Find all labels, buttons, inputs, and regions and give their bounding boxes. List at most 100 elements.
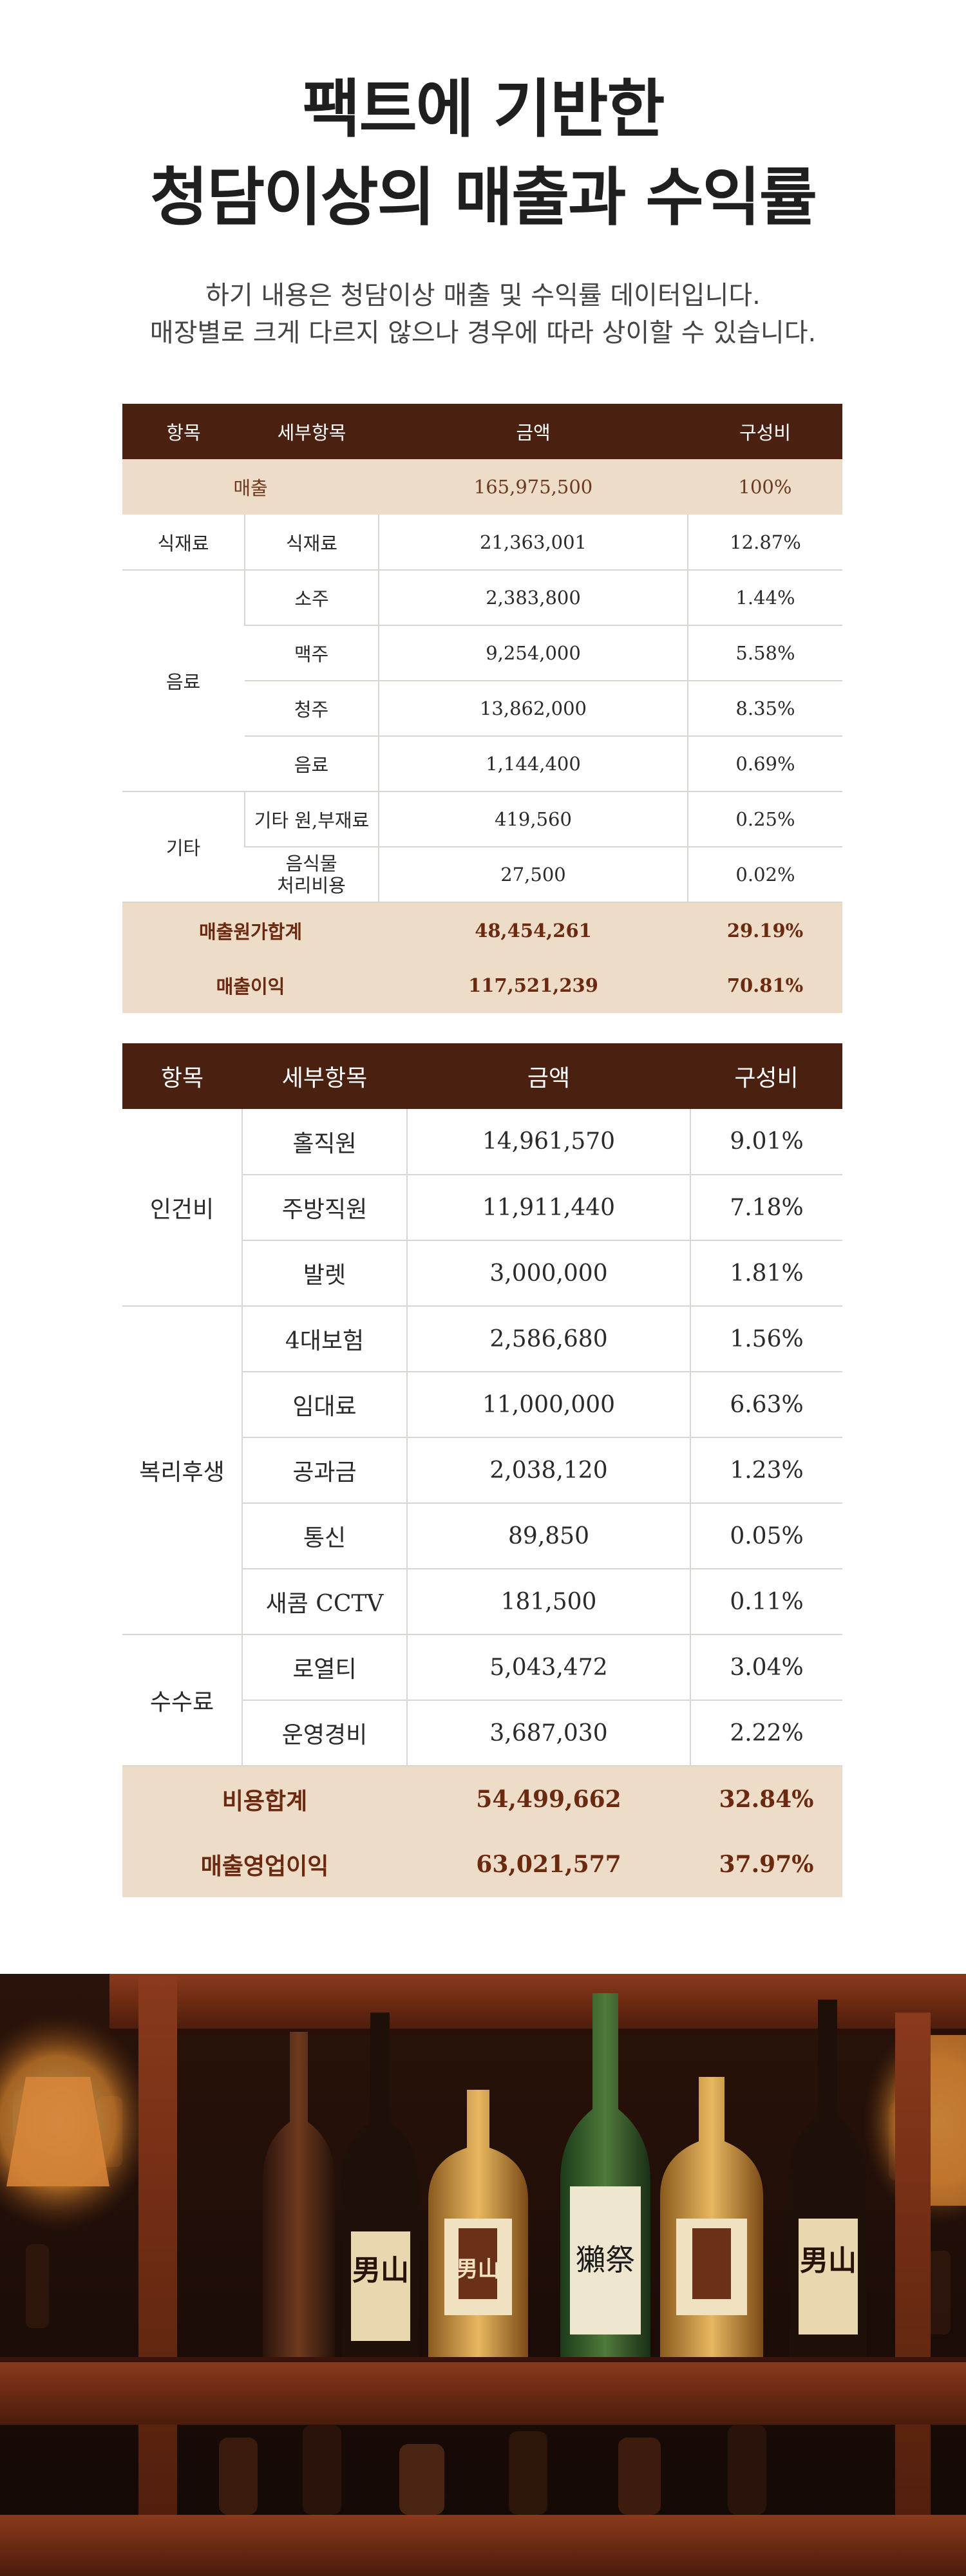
row-ratio: 5.58% bbox=[687, 625, 842, 681]
header-amount: 금액 bbox=[379, 404, 688, 459]
bottle-label-text: 獺祭 bbox=[576, 2242, 635, 2277]
row-ratio: 1.44% bbox=[687, 570, 842, 626]
group-label-welfare: 복리후생 bbox=[122, 1306, 242, 1635]
row-amount: 11,911,440 bbox=[406, 1175, 690, 1241]
table-row: 운영경비 3,687,030 2.22% bbox=[122, 1700, 842, 1766]
expense-table: 항목 세부항목 금액 구성비 인건비 홀직원 14,961,570 9.01% … bbox=[122, 1043, 842, 1897]
row-amount: 27,500 bbox=[378, 847, 688, 903]
row-item: 임대료 bbox=[242, 1372, 407, 1438]
expense-total-label: 비용합계 bbox=[122, 1766, 407, 1832]
wooden-shelf bbox=[0, 1974, 966, 2576]
table-row: 통신 89,850 0.05% bbox=[122, 1503, 842, 1569]
gross-profit-row: 매출이익 117,521,239 70.81% bbox=[122, 958, 842, 1013]
gross-profit-amount: 117,521,239 bbox=[379, 958, 688, 1013]
bottle-label-text: 男山 bbox=[456, 2257, 500, 2282]
intro-text-line1: 하기 내용은 청담이상 매출 및 수익률 데이터입니다. bbox=[205, 281, 761, 310]
row-item: 음식물 처리비용 bbox=[245, 847, 379, 903]
row-item: 소주 bbox=[244, 570, 379, 626]
operating-profit-label: 매출영업이익 bbox=[122, 1832, 407, 1897]
intro-text-line2: 매장별로 크게 다르지 않으나 경우에 따라 상이할 수 있습니다. bbox=[149, 318, 817, 348]
table-row: 수수료 로열티 5,043,472 3.04% bbox=[122, 1634, 842, 1766]
table-row: 복리후생 4대보험 2,586,680 1.56% bbox=[122, 1306, 842, 1635]
sales-cost-table: 항목 세부항목 금액 구성비 매출 165,975,500 100% 식재료 식… bbox=[122, 404, 842, 1013]
row-amount: 3,687,030 bbox=[406, 1700, 690, 1766]
group-label-etc: 기타 bbox=[122, 791, 245, 903]
row-item-line1: 음식물 bbox=[285, 853, 337, 875]
table-row: 음료 1,144,400 0.69% bbox=[122, 736, 842, 792]
group-label-labor: 인건비 bbox=[122, 1109, 242, 1307]
cost-total-ratio: 29.19% bbox=[688, 902, 842, 958]
row-amount: 2,383,800 bbox=[378, 570, 688, 626]
row-ratio: 0.05% bbox=[690, 1503, 842, 1569]
row-ratio: 8.35% bbox=[687, 681, 842, 737]
table-row: 발렛 3,000,000 1.81% bbox=[122, 1240, 842, 1307]
row-ratio: 9.01% bbox=[690, 1109, 842, 1175]
row-ratio: 1.23% bbox=[690, 1437, 842, 1504]
row-ratio: 2.22% bbox=[690, 1700, 842, 1766]
group-label-beverages: 음료 bbox=[122, 570, 245, 792]
gross-profit-label: 매출이익 bbox=[122, 958, 379, 1013]
sake-shelf-photo: 男山 男山 獺祭 男山 bbox=[0, 1974, 966, 2576]
table-row: 기타 기타 원,부재료 419,560 0.25% bbox=[122, 791, 842, 903]
row-amount: 1,144,400 bbox=[378, 736, 688, 792]
row-item: 식재료 bbox=[244, 515, 379, 571]
header-ratio: 구성비 bbox=[688, 404, 842, 459]
table-row: 음식물 처리비용 27,500 0.02% bbox=[122, 847, 842, 903]
row-ratio: 6.63% bbox=[690, 1372, 842, 1438]
row-amount: 89,850 bbox=[406, 1503, 690, 1569]
header-category: 항목 bbox=[122, 1043, 242, 1109]
row-amount: 9,254,000 bbox=[378, 625, 688, 681]
row-ratio: 12.87% bbox=[687, 515, 842, 571]
group-label-ingredients: 식재료 bbox=[122, 515, 245, 571]
table-row: 임대료 11,000,000 6.63% bbox=[122, 1372, 842, 1438]
table-row: 새콤 CCTV 181,500 0.11% bbox=[122, 1569, 842, 1635]
row-ratio: 0.11% bbox=[690, 1569, 842, 1635]
row-ratio: 0.69% bbox=[687, 736, 842, 792]
table-row: 인건비 홀직원 14,961,570 9.01% bbox=[122, 1109, 842, 1307]
row-item: 홀직원 bbox=[242, 1109, 407, 1175]
table-row: 맥주 9,254,000 5.58% bbox=[122, 625, 842, 681]
row-item: 운영경비 bbox=[242, 1700, 407, 1766]
sake-bottles: 男山 男山 獺祭 男山 bbox=[219, 1993, 866, 2515]
table-header-row: 항목 세부항목 금액 구성비 bbox=[122, 1043, 842, 1109]
operating-profit-ratio: 37.97% bbox=[690, 1832, 842, 1897]
header-amount: 금액 bbox=[407, 1043, 690, 1109]
row-ratio: 3.04% bbox=[690, 1634, 842, 1701]
lamp-shade-left bbox=[6, 2077, 109, 2186]
row-item: 기타 원,부재료 bbox=[244, 791, 379, 848]
row-amount: 3,000,000 bbox=[406, 1240, 690, 1307]
expense-total-amount: 54,499,662 bbox=[407, 1766, 690, 1832]
expense-total-ratio: 32.84% bbox=[690, 1766, 842, 1832]
operating-profit-row: 매출영업이익 63,021,577 37.97% bbox=[122, 1832, 842, 1897]
row-item: 주방직원 bbox=[242, 1175, 407, 1241]
bottle-label-text: 男山 bbox=[800, 2244, 857, 2277]
row-amount: 13,862,000 bbox=[378, 681, 688, 737]
table-row: 주방직원 11,911,440 7.18% bbox=[122, 1175, 842, 1241]
row-amount: 11,000,000 bbox=[406, 1372, 690, 1438]
page-title-line2: 청담이상의 매출과 수익률 bbox=[150, 161, 817, 234]
bottle-label-text: 男山 bbox=[352, 2254, 409, 2287]
table-header-row: 항목 세부항목 금액 구성비 bbox=[122, 404, 842, 459]
row-amount: 5,043,472 bbox=[406, 1634, 690, 1701]
table-row: 청주 13,862,000 8.35% bbox=[122, 681, 842, 737]
table-row: 음료 소주 2,383,800 1.44% bbox=[122, 570, 842, 792]
group-label-fees: 수수료 bbox=[122, 1634, 242, 1766]
gross-profit-ratio: 70.81% bbox=[688, 958, 842, 1013]
row-item: 로열티 bbox=[242, 1634, 407, 1701]
page-title-line1: 팩트에 기반한 bbox=[302, 73, 665, 146]
operating-profit-amount: 63,021,577 bbox=[407, 1832, 690, 1897]
expense-total-row: 비용합계 54,499,662 32.84% bbox=[122, 1766, 842, 1832]
row-amount: 14,961,570 bbox=[406, 1109, 690, 1175]
table-row: 식재료 식재료 21,363,001 12.87% bbox=[122, 515, 842, 571]
row-amount: 21,363,001 bbox=[378, 515, 688, 571]
sales-row: 매출 165,975,500 100% bbox=[122, 459, 842, 515]
row-item: 음료 bbox=[245, 736, 379, 792]
row-item: 공과금 bbox=[242, 1437, 407, 1504]
sales-amount: 165,975,500 bbox=[379, 459, 688, 515]
header-subcategory: 세부항목 bbox=[245, 404, 379, 459]
row-item: 청주 bbox=[245, 681, 379, 737]
row-item: 발렛 bbox=[242, 1240, 407, 1307]
row-item: 4대보험 bbox=[242, 1306, 407, 1372]
header-category: 항목 bbox=[122, 404, 245, 459]
cost-total-row: 매출원가합계 48,454,261 29.19% bbox=[122, 902, 842, 958]
